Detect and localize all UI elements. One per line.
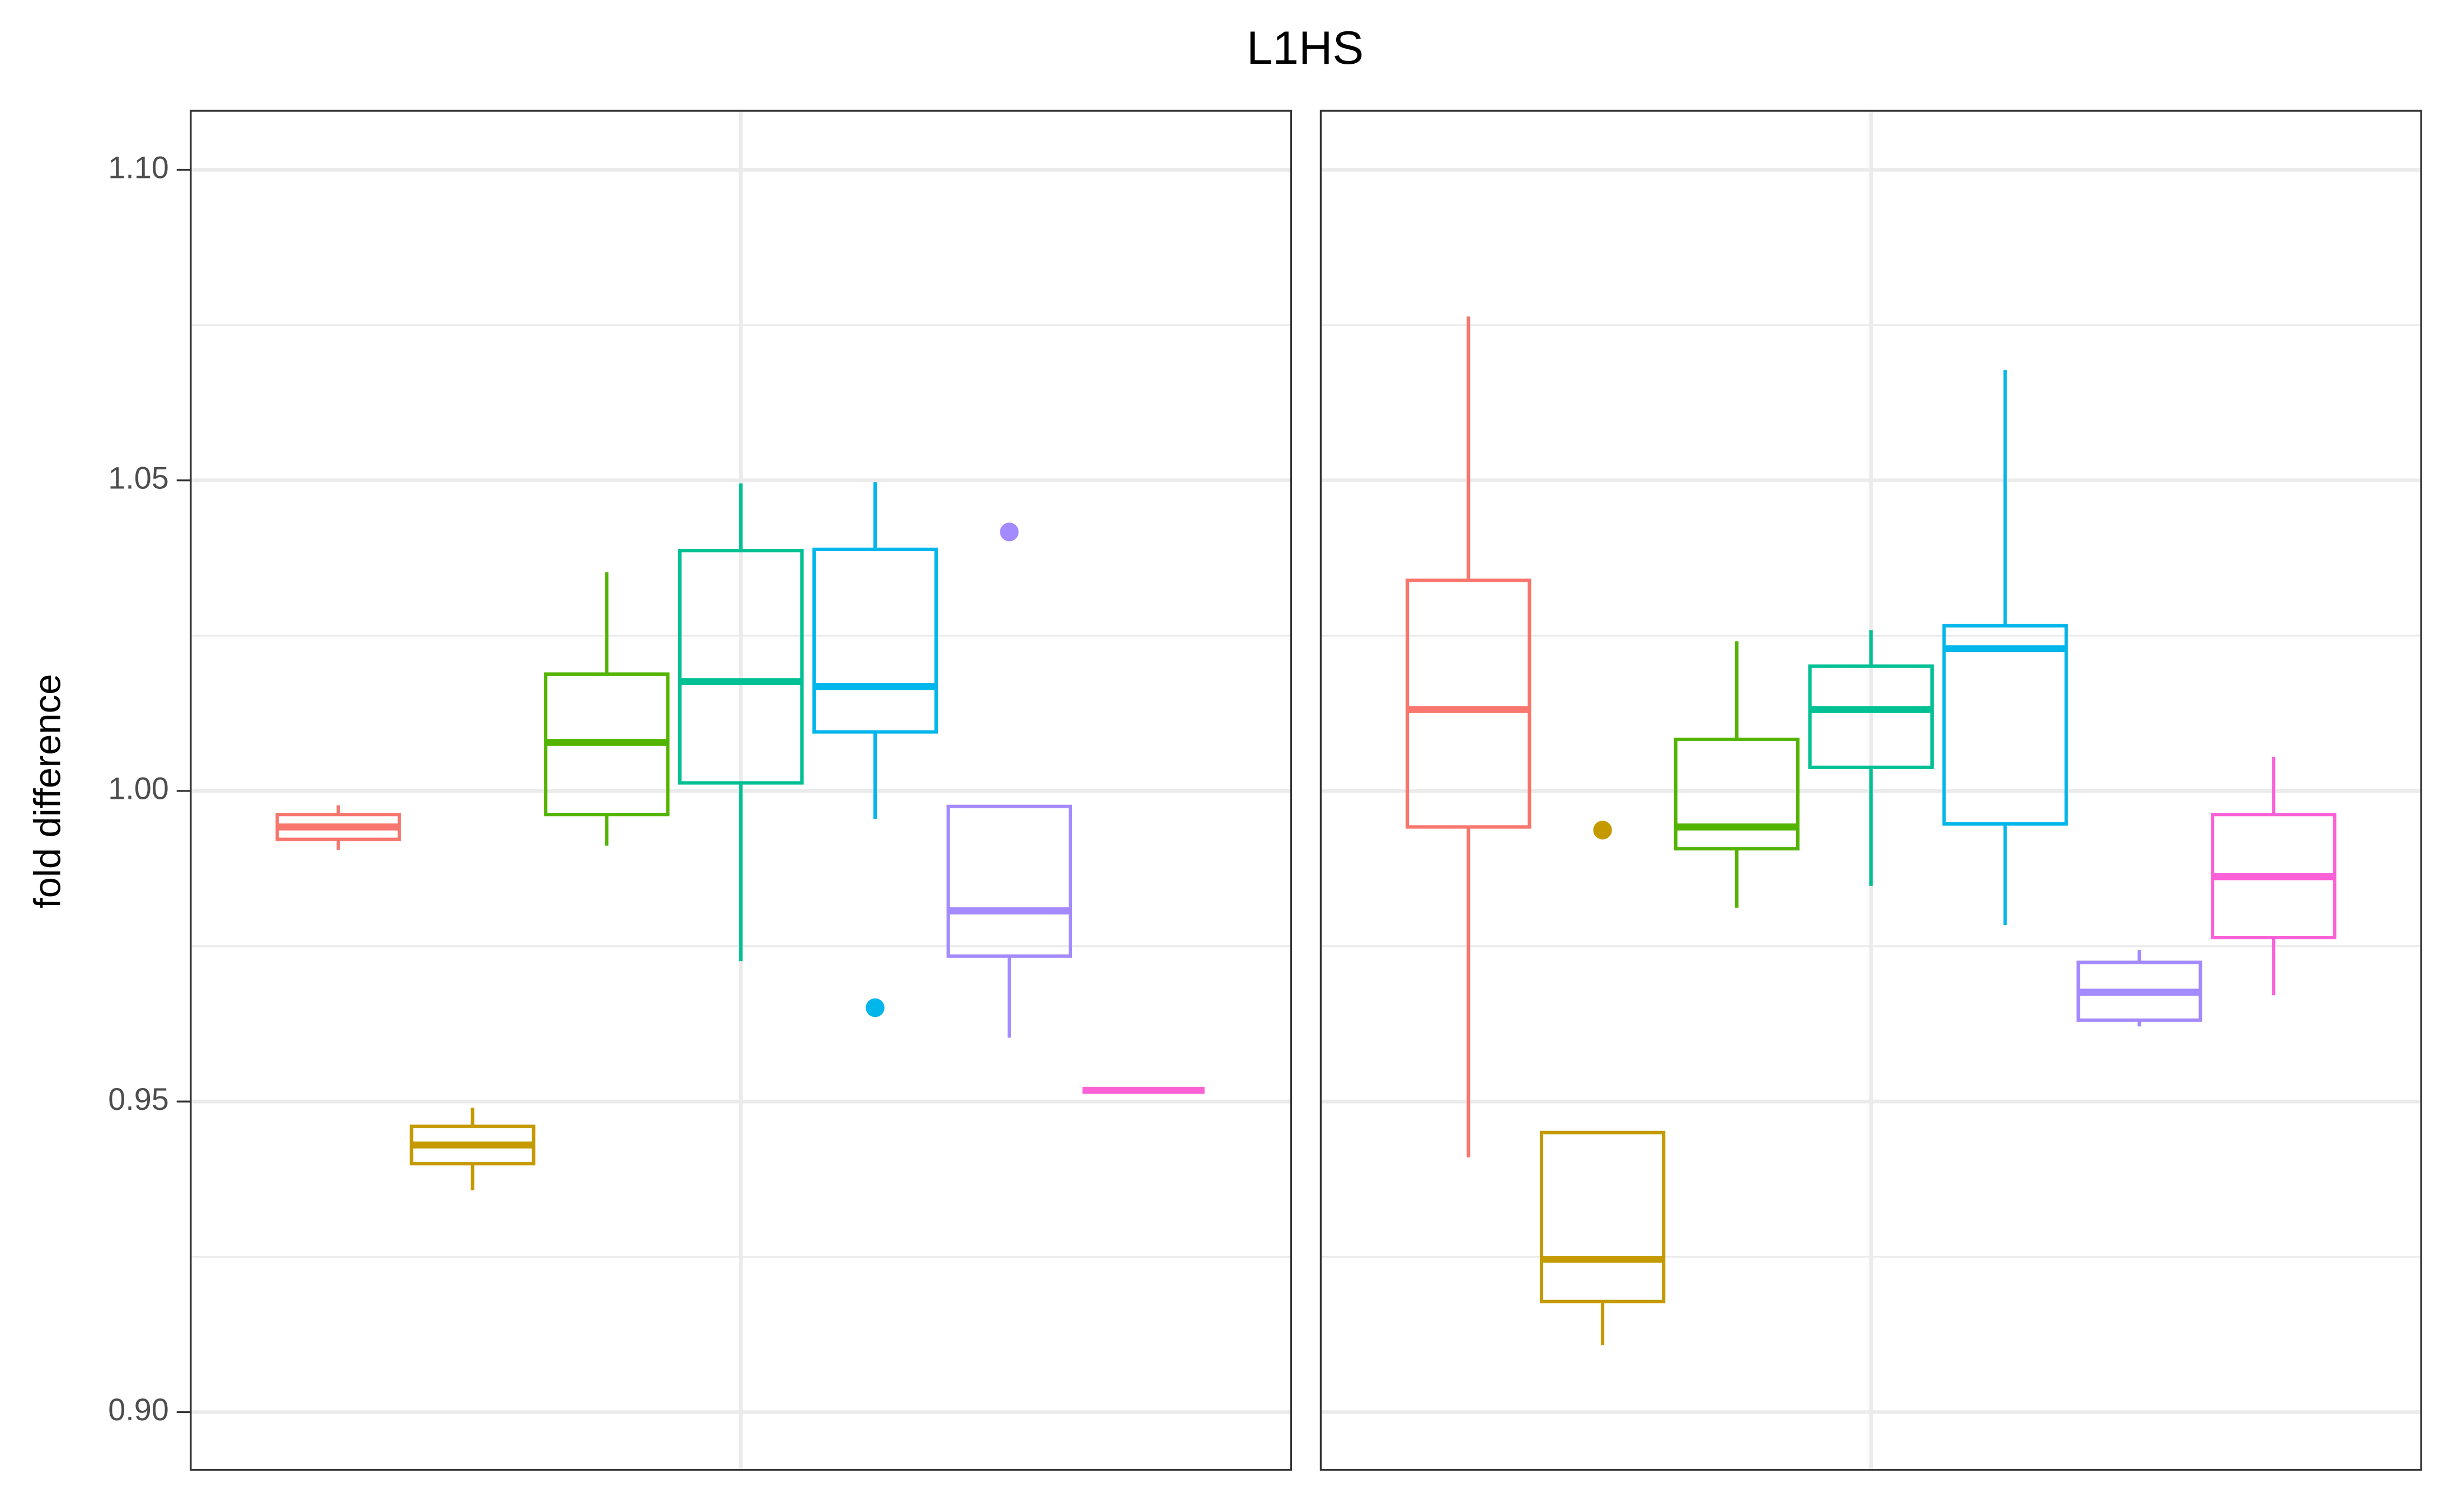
panel-border [190,110,1293,1471]
box [1406,578,1531,829]
y-axis-label: fold difference [27,674,69,908]
box [946,804,1073,958]
y-tick-label: 1.10 [108,150,169,185]
y-tick-label: 0.90 [108,1392,169,1427]
outlier [866,998,885,1018]
box [1539,1131,1666,1303]
box [812,547,938,734]
y-tick-label: 1.05 [108,460,169,495]
y-tick-label: 0.95 [108,1082,169,1117]
y-tick-label: 1.00 [108,771,169,806]
box [1674,737,1800,851]
outlier [1593,821,1612,840]
box [1942,624,2068,826]
chart-title: L1HS [1247,21,1364,74]
outlier [1000,522,1019,541]
panel-border [1319,110,2422,1471]
box [1808,664,1934,769]
box [678,549,804,785]
